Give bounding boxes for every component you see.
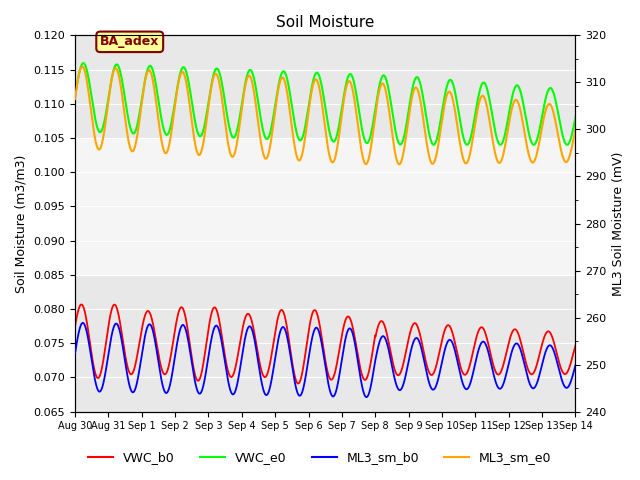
- Legend: VWC_b0, VWC_e0, ML3_sm_b0, ML3_sm_e0: VWC_b0, VWC_e0, ML3_sm_b0, ML3_sm_e0: [83, 446, 557, 469]
- Text: BA_adex: BA_adex: [100, 36, 159, 48]
- Bar: [75, 138, 575, 275]
- Y-axis label: Soil Moisture (m3/m3): Soil Moisture (m3/m3): [15, 154, 28, 293]
- Y-axis label: ML3 Soil Moisture (mV): ML3 Soil Moisture (mV): [612, 151, 625, 296]
- Title: Soil Moisture: Soil Moisture: [276, 15, 374, 30]
